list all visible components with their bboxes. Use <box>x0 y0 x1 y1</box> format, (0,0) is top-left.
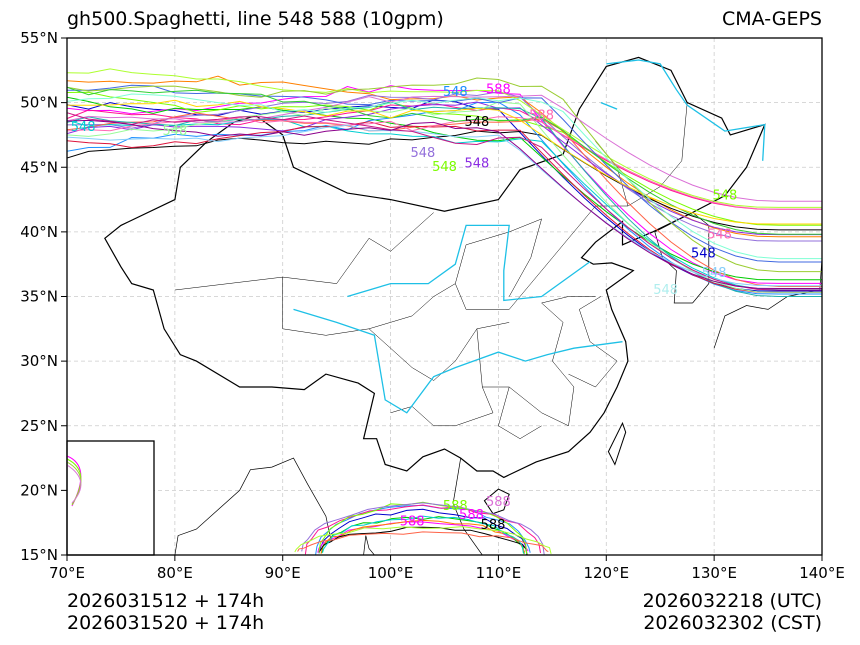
model-name: CMA-GEPS <box>721 8 822 30</box>
contour-588-member <box>297 531 549 552</box>
province-border <box>482 296 596 427</box>
contour-548-member <box>67 85 822 284</box>
south-china-sea-inset <box>66 440 155 556</box>
contour-548-member <box>67 99 822 225</box>
contour-548-member <box>67 112 822 291</box>
contour-label: 548 <box>71 120 96 135</box>
valid-time-utc: 2026032218 (UTC) <box>642 590 822 612</box>
province-border <box>282 277 434 336</box>
contour-548-member <box>67 68 822 208</box>
province-border <box>595 102 688 207</box>
chart-title: gh500.Spaghetti, line 548 588 (10gpm) <box>67 8 444 30</box>
contour-548-member <box>67 93 822 260</box>
contour-label: 548 <box>432 160 457 175</box>
lat-tick-label: 25°N <box>20 417 58 435</box>
contour-548-member <box>67 121 822 293</box>
lon-tick-label: 70°E <box>49 564 85 582</box>
contour-label: 588 <box>481 518 506 533</box>
lat-tick-label: 35°N <box>20 288 58 306</box>
contour-588-member <box>294 526 552 555</box>
lon-tick-label: 110°E <box>476 564 522 582</box>
inset-contour <box>66 464 82 504</box>
india-myanmar-coast <box>174 457 332 555</box>
contour-588-member <box>301 502 545 555</box>
contour-548-member <box>67 130 822 231</box>
contour-548-member <box>67 116 822 210</box>
contour-588-member <box>304 504 541 555</box>
contour-588-member <box>318 501 528 555</box>
contour-label: 548 <box>411 146 436 161</box>
lon-tick-label: 100°E <box>368 564 414 582</box>
vietnam-coast <box>452 458 483 555</box>
province-border <box>433 205 596 310</box>
contour-label: 548 <box>162 124 187 139</box>
province-border <box>174 212 434 291</box>
contour-label: 588 <box>529 108 554 123</box>
lat-tick-label: 30°N <box>20 352 58 370</box>
lon-tick-label: 130°E <box>691 564 737 582</box>
river <box>600 101 618 110</box>
lat-tick-label: 45°N <box>20 158 58 176</box>
lon-tick-label: 80°E <box>157 564 193 582</box>
contour-label: 548 <box>443 85 468 100</box>
lon-tick-label: 140°E <box>799 564 845 582</box>
river <box>606 59 766 161</box>
contour-label: 548 <box>691 247 716 262</box>
contour-label: 548 <box>653 283 678 298</box>
contour-548-member <box>67 94 822 202</box>
province-border <box>455 218 542 297</box>
province-border <box>368 322 510 381</box>
contour-label: 588 <box>400 514 425 529</box>
lat-tick-label: 55°N <box>20 29 58 47</box>
contour-label: 548 <box>713 189 738 204</box>
korea-coast <box>654 212 710 304</box>
china-border <box>104 56 766 479</box>
contour-label: 588 <box>443 499 468 514</box>
contour-548-member <box>67 75 822 238</box>
contour-548-member <box>67 119 822 289</box>
contour-label: 548 <box>464 115 489 130</box>
lat-tick-label: 20°N <box>20 481 58 499</box>
init-time-cst: 2026031520 + 174h <box>67 612 265 634</box>
lat-tick-label: 15°N <box>20 546 58 564</box>
contour-label: 588 <box>486 83 511 98</box>
contour-548-member <box>67 86 822 235</box>
contour-588-member <box>322 515 524 554</box>
hainan-coast <box>483 488 510 515</box>
province-border <box>568 296 618 388</box>
contour-label: 548 <box>464 156 489 171</box>
contour-label: 588 <box>486 495 511 510</box>
contour-548-member <box>67 84 822 263</box>
river <box>293 308 623 414</box>
contour-588-member <box>318 508 528 555</box>
valid-time-cst: 2026032302 (CST) <box>643 612 822 634</box>
lon-tick-label: 90°E <box>265 564 301 582</box>
contour-548-member <box>67 101 822 236</box>
province-border <box>498 386 542 439</box>
myanmar-coast <box>363 535 375 555</box>
contour-548-member <box>67 77 822 273</box>
lat-tick-label: 50°N <box>20 94 58 112</box>
contour-label: 548 <box>702 266 727 281</box>
init-time-utc: 2026031512 + 174h <box>67 590 265 612</box>
sakhalin-coast <box>833 51 849 154</box>
contour-548-member <box>67 112 822 287</box>
river <box>347 224 591 302</box>
taiwan-coast <box>607 421 627 466</box>
contour-label: 548 <box>707 227 732 242</box>
province-border <box>390 328 494 427</box>
lon-tick-label: 120°E <box>583 564 629 582</box>
lat-tick-label: 40°N <box>20 223 58 241</box>
contour-label: 588 <box>459 508 484 523</box>
contour-548-member <box>67 101 822 297</box>
